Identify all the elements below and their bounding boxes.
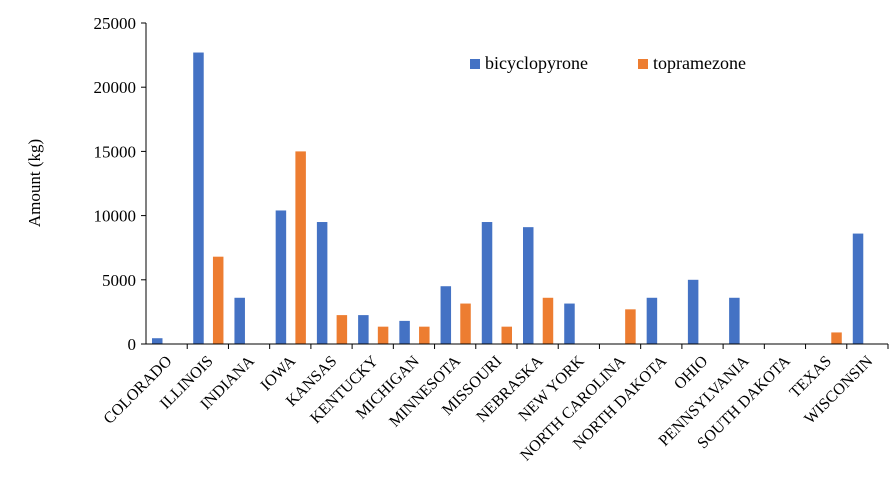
- y-tick-label: 15000: [94, 142, 137, 161]
- bar-bicyclopyrone-wisconsin: [852, 233, 864, 344]
- bar-bicyclopyrone-missouri: [481, 222, 493, 344]
- bar-bicyclopyrone-kentucky: [358, 315, 369, 344]
- bar-bicyclopyrone-ohio: [687, 279, 699, 344]
- bar-bicyclopyrone-kansas: [316, 222, 328, 344]
- bar-topramezone-nebraska: [542, 297, 554, 344]
- y-tick-label: 25000: [94, 14, 137, 33]
- x-tick-label: COLORADO: [101, 353, 176, 428]
- legend-label-bicyclopyrone: bicyclopyrone: [485, 53, 588, 73]
- bar-topramezone-texas: [831, 332, 842, 344]
- legend-label-topramezone: topramezone: [653, 53, 746, 73]
- legend: bicyclopyrone topramezone: [470, 53, 746, 73]
- bar-bicyclopyrone-nebraska: [523, 227, 534, 344]
- bar-topramezone-michigan: [419, 326, 430, 344]
- bar-topramezone-kansas: [336, 315, 348, 344]
- bar-bicyclopyrone-north-dakota: [646, 297, 658, 344]
- bar-bicyclopyrone-pennsylvania: [729, 297, 740, 344]
- bar-bicyclopyrone-iowa: [275, 210, 287, 344]
- y-axis-label: Amount (kg): [25, 139, 44, 227]
- bar-topramezone-iowa: [295, 151, 306, 344]
- bar-bicyclopyrone-minnesota: [440, 286, 452, 344]
- x-tick-label: MINNESOTA: [386, 352, 464, 430]
- legend-swatch-bicyclopyrone: [470, 59, 480, 69]
- y-tick-label: 20000: [94, 78, 137, 97]
- bar-topramezone-missouri: [501, 326, 512, 344]
- bar-topramezone-kentucky: [377, 326, 389, 344]
- y-axis: 0 5000 10000 15000 20000 25000: [94, 14, 147, 354]
- bar-bicyclopyrone-new-york: [564, 303, 575, 344]
- bar-bicyclopyrone-colorado: [152, 338, 163, 344]
- bar-topramezone-minnesota: [460, 303, 471, 344]
- bars: [152, 52, 864, 344]
- y-tick-label: 5000: [102, 271, 136, 290]
- bar-topramezone-north-carolina: [625, 309, 636, 344]
- bar-bicyclopyrone-illinois: [193, 52, 204, 344]
- bar-topramezone-illinois: [212, 256, 224, 344]
- y-tick-label: 10000: [94, 207, 137, 226]
- legend-swatch-topramezone: [638, 59, 648, 69]
- y-tick-label: 0: [128, 335, 137, 354]
- bar-bicyclopyrone-indiana: [234, 297, 245, 344]
- bar-bicyclopyrone-michigan: [399, 320, 410, 344]
